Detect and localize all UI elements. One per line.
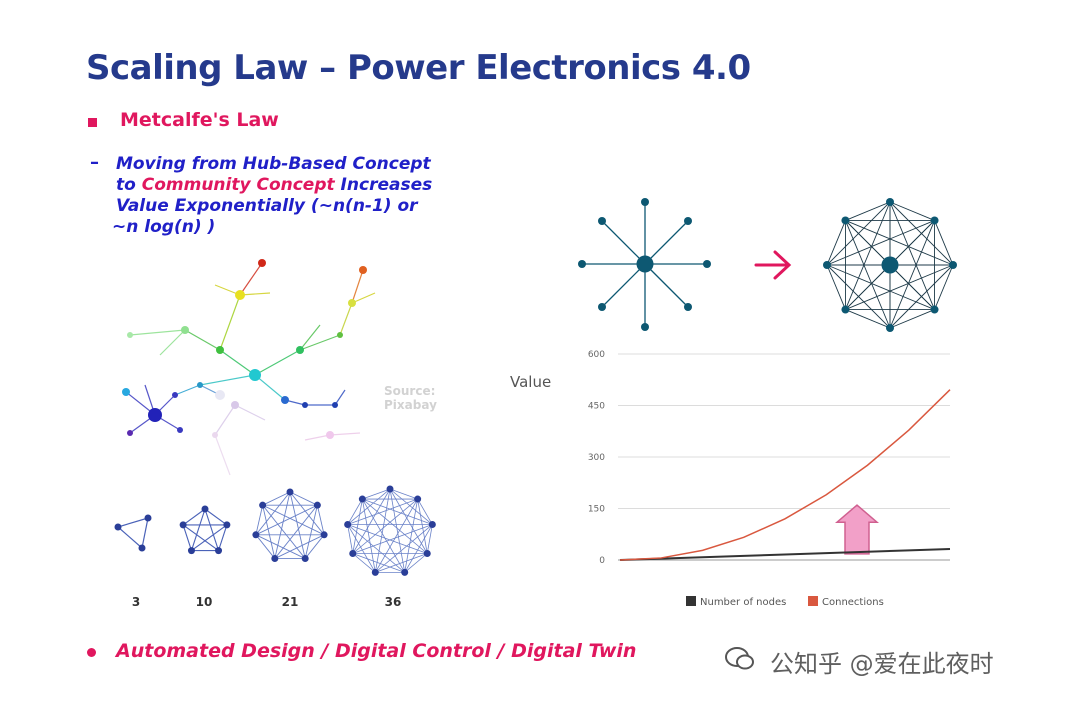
community-network-graphic <box>122 259 376 476</box>
graph-node <box>286 488 294 496</box>
graph-node <box>401 568 409 576</box>
graph-node <box>223 521 231 529</box>
y-axis-label: Value <box>510 373 552 391</box>
slide-title: Scaling Law – Power Electronics 4.0 <box>86 48 751 88</box>
watermark-text: 公知乎 @爱在此夜时 <box>770 650 994 678</box>
sub-line-3: Value Exponentially (~n(n-1) or <box>116 196 418 216</box>
y-tick-label: 600 <box>588 350 605 360</box>
y-tick-label: 450 <box>588 402 605 412</box>
graph-node <box>320 531 328 539</box>
graph-node <box>841 216 850 225</box>
node-count-label: 36 <box>384 595 402 609</box>
source-line-1: Source: <box>384 384 436 398</box>
graph-hub-node <box>881 256 899 274</box>
hub-to-community-diagram <box>578 198 957 332</box>
sub-line-1: Moving from Hub-Based Concept <box>116 154 431 174</box>
sub-line-2-post: Increases <box>334 175 433 195</box>
sub-line-2-pre: to <box>116 175 142 195</box>
graph-node <box>371 568 379 576</box>
graph-node <box>423 550 431 557</box>
legend-swatch <box>686 596 696 606</box>
graph-node <box>886 324 894 332</box>
source-line-2: Pixabay <box>384 398 437 412</box>
graph-node <box>386 485 394 493</box>
graph-node <box>313 501 321 509</box>
graph-node <box>930 216 939 225</box>
graph-node <box>201 505 209 513</box>
y-tick-label: 150 <box>588 505 605 515</box>
y-tick-label: 0 <box>599 556 605 566</box>
series-line <box>619 548 951 561</box>
graph-node <box>428 521 436 529</box>
graph-node <box>349 550 357 557</box>
node-count-label: 21 <box>281 595 299 609</box>
graph-node <box>344 521 352 529</box>
series-line <box>619 389 951 561</box>
sub-line-2: to Community Concept Increases <box>116 175 446 196</box>
graph-node <box>301 555 309 563</box>
graph-node <box>358 495 366 503</box>
sub-line-4: ~n log(n) ) <box>112 217 216 237</box>
graph-node <box>179 521 187 529</box>
sub-bullet-text: Moving from Hub-Based Concept to Communi… <box>112 154 446 238</box>
y-tick-label: 300 <box>588 453 605 463</box>
hub-network <box>582 202 707 327</box>
sub-bullet-dash: – <box>90 152 99 173</box>
pink-up-arrow <box>834 504 880 555</box>
graph-node <box>259 501 267 509</box>
bullet-metcalfe: Metcalfe's Law <box>120 109 279 131</box>
legend-swatch <box>808 596 818 606</box>
graph-node <box>886 198 894 206</box>
round-bullet-icon <box>87 648 96 657</box>
graph-node <box>215 547 223 555</box>
legend-label: Number of nodes <box>700 597 786 608</box>
graph-node <box>823 261 831 269</box>
graph-node <box>414 495 422 503</box>
node-count-label: 10 <box>195 595 213 609</box>
wechat-icon <box>725 647 754 670</box>
community-network <box>823 198 957 332</box>
node-count-label: 3 <box>131 595 141 609</box>
connections-line-chart: 0 150 300 450 600 Number of nodes Connections <box>588 350 951 608</box>
complete-graphs-row <box>114 485 436 576</box>
graph-node <box>841 305 850 314</box>
legend-label: Connections <box>822 597 884 608</box>
square-bullet-icon <box>88 118 97 127</box>
graph-node <box>271 555 279 563</box>
graph-node <box>949 261 957 269</box>
graph-node <box>187 547 195 555</box>
source-credit: Source: Pixabay <box>384 384 437 412</box>
arrow-right-icon <box>754 250 792 280</box>
graph-node <box>252 531 260 539</box>
graph-node <box>930 305 939 314</box>
community-concept-text: Community Concept <box>141 175 335 195</box>
bullet-automated-design: Automated Design / Digital Control / Dig… <box>116 640 637 662</box>
